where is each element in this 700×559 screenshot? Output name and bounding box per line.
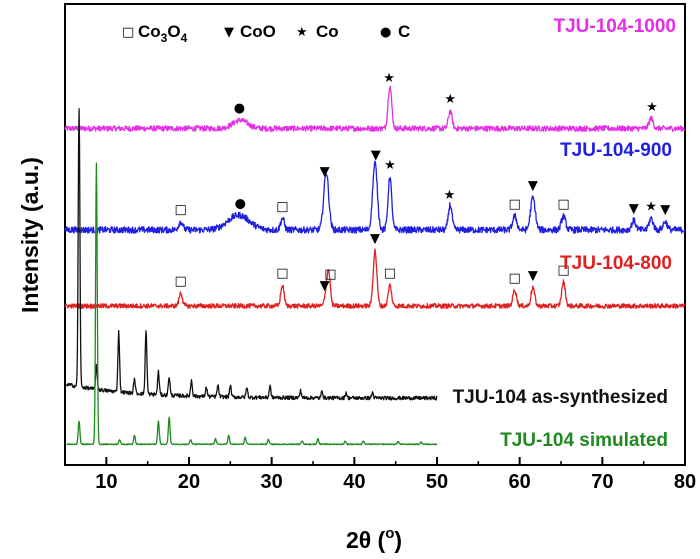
phase-marker-coo: ▼: [528, 179, 538, 194]
phase-marker-coo: ▼: [528, 269, 538, 284]
phase-marker-coo: ▼: [320, 279, 330, 294]
phase-marker-coo: ▼: [629, 202, 639, 217]
legend-co3o4-symbol: □: [122, 25, 134, 40]
phase-marker-co3o4: □: [557, 263, 569, 278]
series-label-tju-104-as-synthesized: TJU-104 as-synthesized: [453, 387, 668, 408]
phase-marker-co3o4: □: [175, 274, 187, 289]
series-label-tju-104-800: TJU-104-800: [560, 253, 672, 274]
series-line-tju-104-simulated: [66, 162, 438, 446]
phase-marker-co: ★: [384, 158, 396, 173]
phase-marker-co3o4: □: [509, 197, 521, 212]
legend-coo-symbol: ▼: [224, 25, 234, 40]
x-tick-label: 70: [591, 471, 613, 493]
series-layer: [64, 85, 686, 446]
phase-marker-co: ★: [645, 199, 657, 214]
legend-co-label: Co: [316, 22, 339, 41]
x-tick-label: 10: [95, 471, 117, 493]
legend-co-symbol: ★: [296, 25, 308, 40]
phase-marker-co: ★: [444, 92, 456, 107]
x-tick-label: 80: [674, 471, 696, 493]
series-label-tju-104-1000: TJU-104-1000: [553, 16, 676, 37]
phase-marker-co3o4: □: [324, 267, 336, 282]
phase-marker-co3o4: □: [276, 266, 288, 281]
phase-marker-coo: ▼: [660, 203, 670, 218]
phase-marker-c: ●: [234, 101, 245, 116]
phase-marker-co: ★: [444, 188, 456, 203]
phase-marker-co3o4: □: [557, 197, 569, 212]
phase-marker-co3o4: □: [384, 266, 396, 281]
phase-marker-coo: ▼: [370, 232, 380, 247]
phase-marker-c: ●: [235, 196, 246, 211]
x-tick-label: 60: [509, 471, 531, 493]
legend: □ Co3O4 ▼ CoO ★ Co ● C: [122, 22, 410, 45]
phase-marker-coo: ▼: [371, 148, 381, 163]
series-label-tju-104-simulated: TJU-104 simulated: [500, 430, 668, 451]
x-tick-label: 50: [426, 471, 448, 493]
phase-marker-co: ★: [646, 100, 658, 115]
y-axis-title: Intensity (a.u.): [17, 157, 43, 313]
legend-co3o4-label: Co3O4: [138, 22, 188, 45]
plot-frame: [64, 3, 686, 466]
legend-c-symbol: ●: [380, 25, 391, 40]
phase-marker-co3o4: □: [276, 199, 288, 214]
series-line-tju-104-as-synthesized: [66, 108, 438, 401]
phase-marker-co3o4: □: [175, 203, 187, 218]
series-line-tju-104-900: [64, 160, 686, 234]
phase-markers: ●★★★□ ● □▼▼★★□▼□ ▼ ★ ▼□□▼□▼□ □ ▼ □: [175, 71, 671, 294]
legend-c-label: C: [398, 22, 410, 41]
x-axis-title: 2θ (o): [346, 525, 402, 553]
x-tick-label: 30: [261, 471, 283, 493]
legend-coo-label: CoO: [240, 22, 276, 41]
series-label-tju-104-900: TJU-104-900: [560, 140, 672, 161]
x-axis-ticks: 10 20 30 40 50 60 70 80: [64, 457, 696, 493]
series-line-tju-104-1000: [64, 85, 686, 132]
x-tick-label: 20: [178, 471, 200, 493]
phase-marker-coo: ▼: [320, 165, 330, 180]
x-tick-label: 40: [343, 471, 365, 493]
phase-marker-co: ★: [383, 71, 395, 86]
series-line-tju-104-800: [64, 248, 686, 309]
phase-marker-co3o4: □: [509, 271, 521, 286]
